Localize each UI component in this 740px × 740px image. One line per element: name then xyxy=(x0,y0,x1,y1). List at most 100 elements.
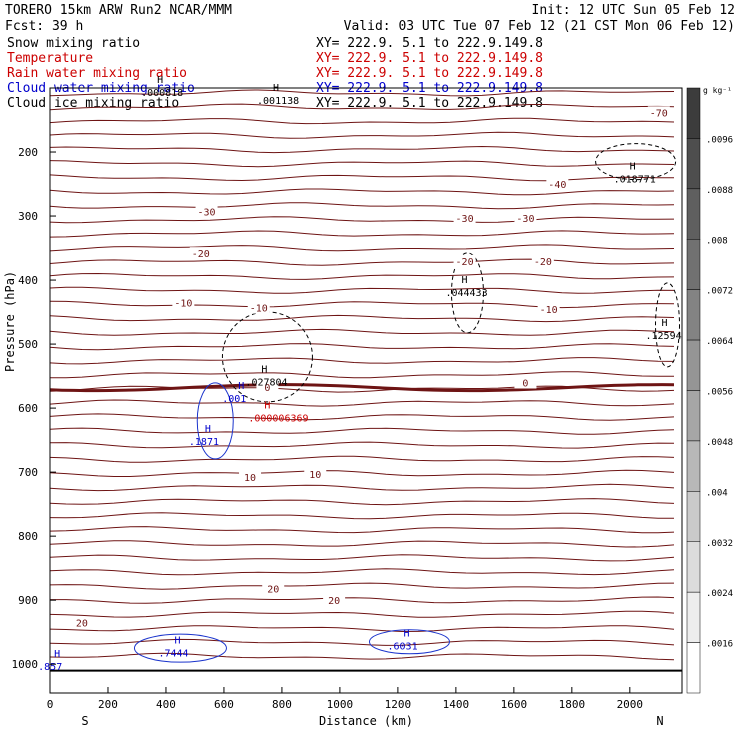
x-tick-label: 400 xyxy=(156,698,176,711)
colorbar-segment xyxy=(686,541,701,593)
init-time: Init: 12 UTC Sun 05 Feb 12 xyxy=(532,3,736,18)
colorbar-segment xyxy=(686,339,701,391)
y-axis-label: Pressure (hPa) xyxy=(3,271,17,372)
legend-field-name: Rain water mixing ratio xyxy=(7,66,187,81)
freezing-level-contour xyxy=(49,383,675,393)
maximum-marker: H xyxy=(264,400,270,411)
temperature-contour xyxy=(49,117,675,125)
temperature-contour-label: 10 xyxy=(244,473,256,484)
legend-field-xy: XY= 222.9. 5.1 to 222.9.149.8 xyxy=(316,66,543,81)
maximum-value-label: .001138 xyxy=(257,96,299,107)
colorbar-segment xyxy=(686,87,701,139)
temperature-contour-label: -10 xyxy=(540,305,558,316)
temperature-contour-label: -30 xyxy=(456,214,474,225)
contour-label-bg xyxy=(189,247,212,260)
temperature-contour xyxy=(49,131,675,139)
temperature-contour xyxy=(49,540,675,548)
maximum-value-label: .018771 xyxy=(614,175,656,186)
temperature-contour-label: 20 xyxy=(267,585,279,596)
x-tick-label: 1400 xyxy=(443,698,470,711)
snow-ice-contour xyxy=(450,252,484,334)
temperature-contour-label: -20 xyxy=(192,249,210,260)
y-tick-label: 400 xyxy=(18,274,38,287)
temperature-contour xyxy=(49,399,675,407)
header-title: TORERO 15km ARW Run2 NCAR/MMM xyxy=(5,3,232,18)
temperature-contour-label: -10 xyxy=(250,304,268,315)
x-tick-label: 1600 xyxy=(501,698,528,711)
temperature-contour xyxy=(49,427,675,435)
colorbar-segment xyxy=(686,138,701,190)
temperature-contour xyxy=(49,441,675,449)
maximum-value-label: .044433 xyxy=(445,288,487,299)
temperature-contour xyxy=(49,526,675,534)
contour-label-bg xyxy=(453,211,476,224)
maximum-marker: H xyxy=(54,649,60,660)
temperature-contour xyxy=(49,244,675,252)
legend-field-name: Temperature xyxy=(7,51,93,66)
header: TORERO 15km ARW Run2 NCAR/MMM Init: 12 U… xyxy=(5,3,735,34)
temperature-contour xyxy=(49,469,675,477)
colorbar-segment xyxy=(686,491,701,543)
cloud-water-contour xyxy=(196,382,234,460)
snow-ice-contour xyxy=(655,282,681,368)
colorbar-label: .0016 xyxy=(706,640,733,650)
colorbar-label: .0048 xyxy=(706,438,733,448)
temperature-contour xyxy=(49,230,675,238)
maximum-marker: H xyxy=(238,381,244,392)
temperature-contour-label: 20 xyxy=(328,596,340,607)
colorbar-label: .008 xyxy=(706,236,728,246)
forecast-hour: Fcst: 39 h xyxy=(5,19,83,34)
temperature-contour xyxy=(49,89,675,97)
temperature-contour xyxy=(49,343,675,351)
contour-label-bg xyxy=(304,468,327,481)
maximum-value-label: .027804 xyxy=(245,377,287,388)
temperature-contour xyxy=(49,625,675,633)
temperature-contour xyxy=(49,258,675,266)
contour-label-bg xyxy=(537,302,560,315)
temperature-contour-label: -20 xyxy=(456,257,474,268)
colorbar-segment xyxy=(686,642,701,694)
colorbar: .0096 .0088 .008 .0072 .0064 .0056 .0048 .004 .0… xyxy=(686,87,733,694)
maximum-marker: H xyxy=(157,75,163,86)
temperature-contour xyxy=(49,314,675,323)
colorbar-label: .0032 xyxy=(706,539,733,549)
contour-label-bg xyxy=(172,296,195,309)
temperature-contour xyxy=(49,568,675,576)
valid-time: Valid: 03 UTC Tue 07 Feb 12 (21 CST Mon … xyxy=(344,19,735,34)
temperature-contour xyxy=(49,300,675,309)
temperature-contour-label: -20 xyxy=(534,257,552,268)
colorbar-label: .0072 xyxy=(706,287,733,297)
temperature-contour xyxy=(50,596,675,604)
colorbar-label: .0096 xyxy=(706,135,733,145)
x-tick-label: 800 xyxy=(272,698,292,711)
colorbar-label: .004 xyxy=(706,488,728,498)
contour-label-bg xyxy=(262,582,285,595)
temperature-contour-label: -30 xyxy=(198,208,216,219)
colorbar-segment xyxy=(686,239,701,290)
temperature-contour xyxy=(49,286,675,294)
maximum-marker: H xyxy=(662,318,668,329)
y-tick-label: 700 xyxy=(18,466,38,479)
temperature-contour-label: 0 xyxy=(264,383,270,394)
temperature-contour xyxy=(49,174,674,182)
x-axis-label: Distance (km) xyxy=(319,714,413,728)
x-tick-label: 600 xyxy=(214,698,234,711)
maximum-value-label: .12594 xyxy=(646,331,682,342)
maximum-marker: H xyxy=(174,635,180,646)
maximum-value-label: .7444 xyxy=(158,648,188,659)
y-tick-label: 1000 xyxy=(12,658,39,671)
contour-label-bg xyxy=(239,471,262,484)
x-tick-label: 200 xyxy=(98,698,118,711)
temperature-contour-label: -70 xyxy=(650,108,668,119)
temperature-contour xyxy=(49,103,675,111)
colorbar-segment xyxy=(686,188,701,240)
temperature-contour xyxy=(49,582,675,590)
temperature-contour-label: 0 xyxy=(522,378,528,389)
x-tick-label: 0 xyxy=(47,698,54,711)
plot-area: -70 -40 -30 -30 -30 -20 -20 -20 -10 -10 -10 0 0 10 10 2… xyxy=(38,75,682,673)
contour-label-bg xyxy=(247,301,270,314)
contour-label-bg xyxy=(531,254,554,267)
x-tick-label: 1000 xyxy=(327,698,354,711)
